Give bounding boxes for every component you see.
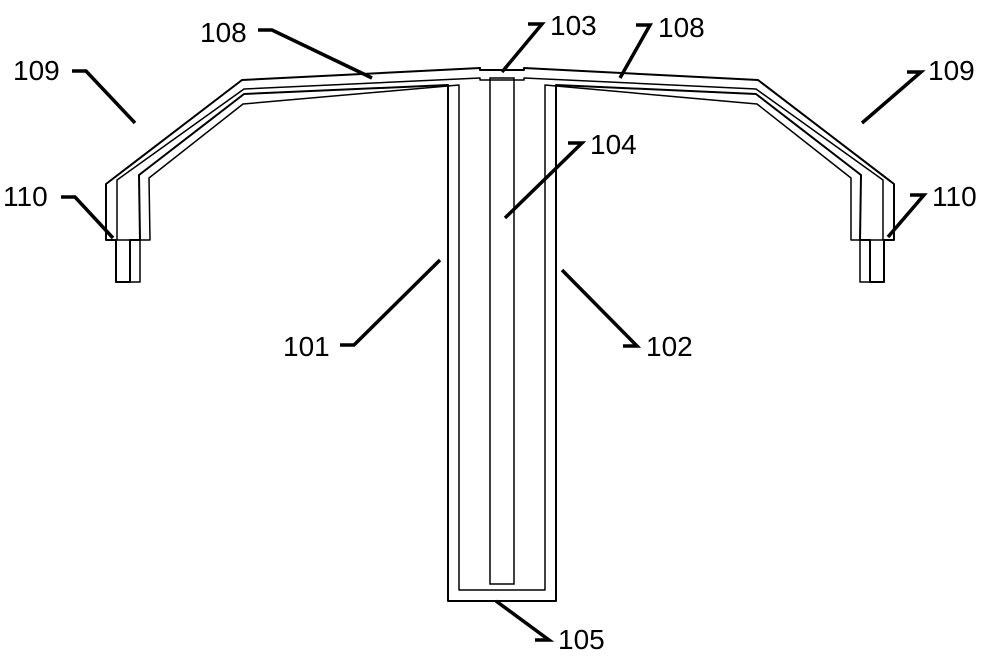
leader-108L <box>258 30 372 78</box>
diagram-svg <box>0 0 1000 666</box>
label-109L: 109 <box>13 55 60 87</box>
inner-outline <box>117 78 883 590</box>
label-102: 102 <box>646 331 693 363</box>
leader-101 <box>340 260 440 345</box>
leader-108R <box>620 25 650 78</box>
leader-109L <box>72 71 135 123</box>
leader-103 <box>502 24 542 72</box>
label-103: 103 <box>550 10 597 42</box>
leader-105 <box>496 601 549 640</box>
label-105: 105 <box>558 624 605 656</box>
label-108L: 108 <box>200 17 247 49</box>
outer-outline <box>106 68 894 601</box>
leader-102 <box>562 270 637 346</box>
label-104: 104 <box>590 129 637 161</box>
label-110R: 110 <box>932 181 977 213</box>
leader-104 <box>505 143 582 218</box>
leader-109R <box>862 72 921 123</box>
label-109R: 109 <box>928 55 975 87</box>
label-108R: 108 <box>658 12 705 44</box>
label-101: 101 <box>283 331 330 363</box>
label-110L: 110 <box>3 181 48 213</box>
center-rect <box>490 78 514 584</box>
